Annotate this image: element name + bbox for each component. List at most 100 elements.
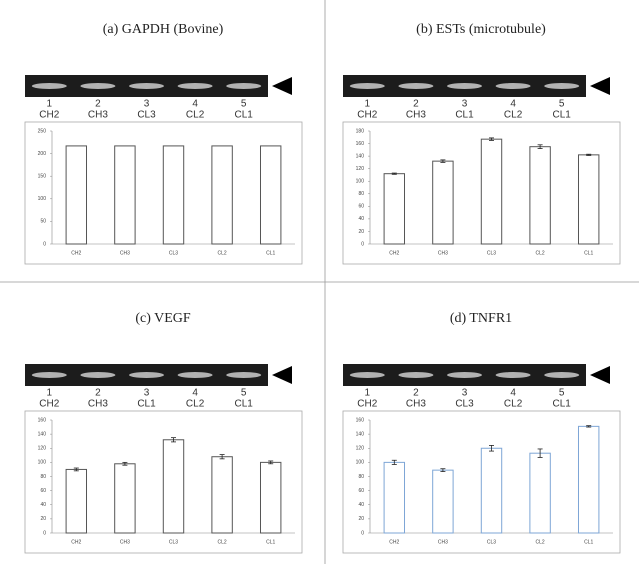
bar — [530, 147, 550, 244]
gel-band — [447, 372, 482, 378]
x-tick-label: CL2 — [218, 250, 227, 256]
x-tick-label: CL1 — [266, 539, 275, 545]
y-tick-label: 80 — [358, 474, 364, 480]
bar — [481, 139, 501, 244]
x-tick-label: CL1 — [584, 250, 593, 256]
bar — [163, 146, 183, 244]
y-tick-label: 0 — [361, 241, 364, 247]
bar — [212, 146, 232, 244]
x-tick-label: CH3 — [438, 539, 448, 545]
lane-name: CL1 — [455, 110, 474, 121]
y-tick-label: 120 — [38, 446, 47, 452]
lane-name: CL2 — [504, 399, 523, 410]
x-tick-label: CL3 — [169, 539, 178, 545]
lane-name: CL3 — [455, 399, 474, 410]
arrow — [590, 77, 610, 95]
x-tick-label: CL1 — [266, 250, 275, 256]
x-tick-label: CL3 — [169, 250, 178, 256]
y-tick-label: 160 — [356, 417, 365, 423]
lane-number: 2 — [413, 99, 419, 110]
y-tick-label: 100 — [38, 460, 47, 466]
panel-title: (d) TNFR1 — [450, 311, 512, 326]
lane-number: 2 — [95, 388, 101, 399]
lane-name: CL3 — [137, 110, 156, 121]
bar — [530, 453, 550, 533]
bar — [433, 161, 453, 244]
y-tick-label: 200 — [38, 151, 47, 157]
y-tick-label: 40 — [40, 502, 46, 508]
lane-number: 3 — [144, 99, 150, 110]
lane-number: 1 — [47, 99, 53, 110]
lane-name: CH2 — [39, 399, 59, 410]
y-tick-label: 180 — [356, 128, 365, 134]
lane-number: 2 — [413, 388, 419, 399]
bar — [433, 470, 453, 533]
bar — [578, 426, 598, 533]
x-tick-label: CH2 — [71, 539, 81, 545]
lane-name: CH3 — [88, 399, 108, 410]
x-tick-label: CH2 — [389, 539, 399, 545]
bar — [578, 155, 598, 244]
x-tick-label: CH3 — [120, 539, 130, 545]
y-tick-label: 20 — [358, 516, 364, 522]
gel-band — [129, 372, 164, 378]
lane-name: CH3 — [406, 110, 426, 121]
lane-name: CH2 — [39, 110, 59, 121]
gel-band — [544, 372, 579, 378]
lane-number: 5 — [241, 99, 247, 110]
y-tick-label: 100 — [38, 196, 47, 202]
lane-number: 3 — [144, 388, 150, 399]
x-tick-label: CL2 — [218, 539, 227, 545]
lane-number: 2 — [95, 99, 101, 110]
lane-number: 4 — [192, 99, 198, 110]
lane-name: CL2 — [504, 110, 523, 121]
lane-number: 4 — [510, 388, 516, 399]
lane-number: 1 — [365, 388, 371, 399]
arrow — [272, 77, 292, 95]
y-tick-label: 160 — [356, 141, 365, 147]
gel-band — [496, 83, 531, 89]
gel-band — [178, 83, 213, 89]
gel-band — [398, 372, 433, 378]
y-tick-label: 0 — [43, 241, 46, 247]
lane-name: CH2 — [357, 399, 377, 410]
x-tick-label: CH3 — [120, 250, 130, 256]
bar — [115, 464, 135, 533]
lane-number: 5 — [559, 388, 565, 399]
lane-number: 1 — [47, 388, 53, 399]
lane-number: 4 — [192, 388, 198, 399]
x-tick-label: CL3 — [487, 250, 496, 256]
lane-name: CL1 — [235, 399, 254, 410]
y-tick-label: 40 — [358, 216, 364, 222]
bar — [115, 146, 135, 244]
y-tick-label: 150 — [38, 174, 47, 180]
y-tick-label: 120 — [356, 166, 365, 172]
arrow — [272, 366, 292, 384]
bar — [212, 457, 232, 533]
bar — [66, 469, 86, 533]
y-tick-label: 80 — [40, 474, 46, 480]
y-tick-label: 40 — [358, 502, 364, 508]
x-tick-label: CL2 — [536, 250, 545, 256]
lane-name: CL2 — [186, 110, 205, 121]
y-tick-label: 60 — [358, 204, 364, 210]
bar — [481, 448, 501, 533]
bar — [260, 146, 280, 244]
panel-title: (b) ESTs (microtubule) — [416, 22, 546, 37]
lane-number: 1 — [365, 99, 371, 110]
gel-band — [398, 83, 433, 89]
bar — [384, 174, 404, 244]
y-tick-label: 0 — [361, 530, 364, 536]
y-tick-label: 20 — [40, 516, 46, 522]
x-tick-label: CL2 — [536, 539, 545, 545]
y-tick-label: 0 — [43, 530, 46, 536]
bar — [260, 462, 280, 533]
figure: (a) GAPDH (Bovine)1CH22CH33CL34CL25CL105… — [0, 0, 639, 564]
y-tick-label: 20 — [358, 229, 364, 235]
lane-number: 5 — [241, 388, 247, 399]
lane-name: CH2 — [357, 110, 377, 121]
gel-band — [226, 83, 261, 89]
lane-name: CH3 — [88, 110, 108, 121]
lane-number: 5 — [559, 99, 565, 110]
gel-band — [447, 83, 482, 89]
